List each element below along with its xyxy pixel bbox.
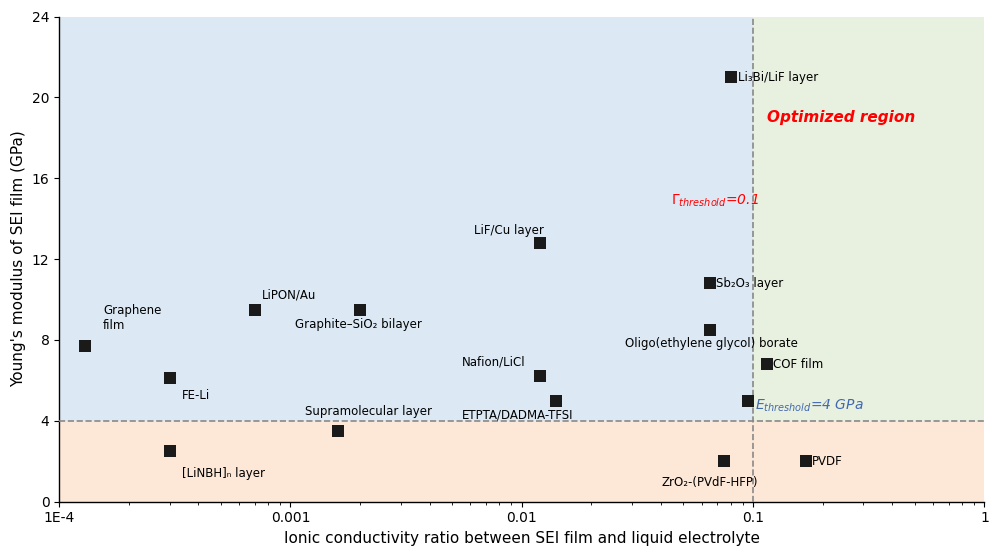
Text: [LiNBH]ₙ layer: [LiNBH]ₙ layer — [182, 467, 265, 480]
Bar — [59, 17, 753, 421]
X-axis label: Ionic conductivity ratio between SEI film and liquid electrolyte: Ionic conductivity ratio between SEI fil… — [284, 531, 760, 546]
Text: $\mathit{E}_{threshold}$=4 GPa: $\mathit{E}_{threshold}$=4 GPa — [755, 397, 864, 414]
Text: COF film: COF film — [773, 358, 823, 371]
Text: Optimized region: Optimized region — [767, 110, 915, 125]
Text: Graphene
film: Graphene film — [103, 304, 162, 332]
Bar — [753, 17, 984, 421]
Text: Supramolecular layer: Supramolecular layer — [305, 405, 432, 418]
Text: Nafion/LiCl: Nafion/LiCl — [462, 355, 525, 368]
Text: Graphite–SiO₂ bilayer: Graphite–SiO₂ bilayer — [295, 317, 422, 331]
Text: LiPON/Au: LiPON/Au — [262, 289, 316, 301]
Text: Li₃Bi/LiF layer: Li₃Bi/LiF layer — [738, 71, 818, 84]
Text: PVDF: PVDF — [812, 455, 843, 468]
Text: FE-Li: FE-Li — [182, 389, 210, 403]
Text: Oligo(ethylene glycol) borate: Oligo(ethylene glycol) borate — [625, 337, 798, 350]
Text: Sb₂O₃ layer: Sb₂O₃ layer — [716, 277, 783, 290]
Text: ZrO₂-(PVdF-HFP): ZrO₂-(PVdF-HFP) — [661, 476, 758, 490]
Y-axis label: Young's modulus of SEI film (GPa): Young's modulus of SEI film (GPa) — [11, 131, 26, 388]
Bar — [59, 421, 984, 502]
Text: LiF/Cu layer: LiF/Cu layer — [474, 224, 544, 237]
Text: $\mathit{\Gamma}_{threshold}$=0.1: $\mathit{\Gamma}_{threshold}$=0.1 — [671, 192, 758, 209]
Text: ETPTA/DADMA-TFSI: ETPTA/DADMA-TFSI — [462, 409, 573, 422]
